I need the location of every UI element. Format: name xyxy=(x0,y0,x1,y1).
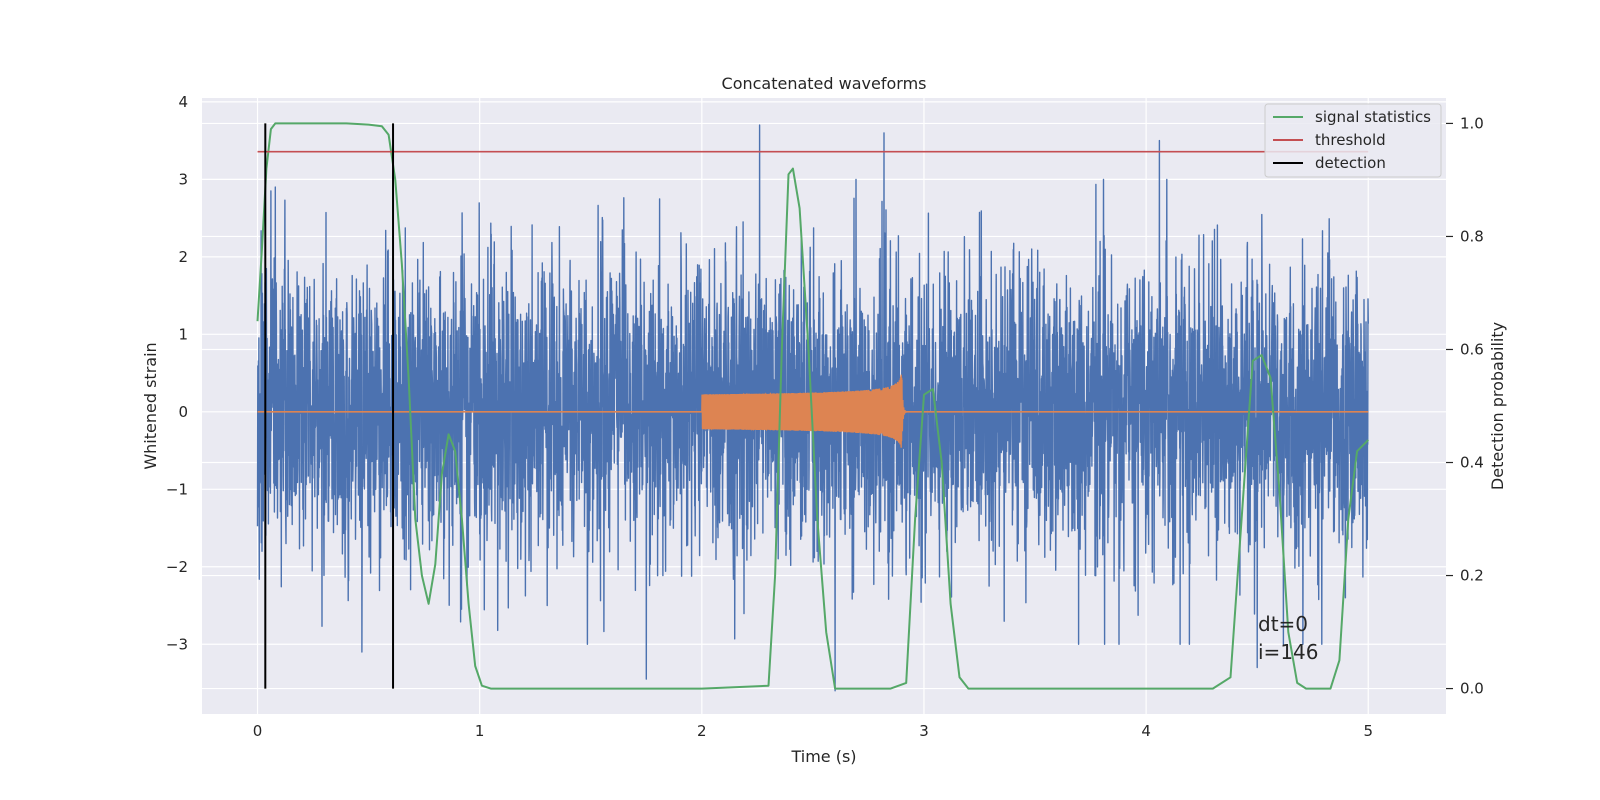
x-axis-label: Time (s) xyxy=(790,747,856,766)
y-tick-label: −2 xyxy=(166,558,188,576)
legend-label-detection: detection xyxy=(1315,154,1386,172)
y-tick-label: −3 xyxy=(166,635,188,653)
x-tick-label: 0 xyxy=(253,722,263,740)
y-tick-label: 2 xyxy=(178,248,188,266)
x-tick-label: 1 xyxy=(475,722,485,740)
y2-tick-label: 0.6 xyxy=(1460,340,1484,358)
x-tick-label: 5 xyxy=(1363,722,1373,740)
y2-tick-label: 0.8 xyxy=(1460,227,1484,245)
y2-tick-label: 1.0 xyxy=(1460,114,1484,132)
annotation-i: i=146 xyxy=(1258,640,1319,664)
series-chirp-line xyxy=(701,374,907,448)
annotation-dt: dt=0 xyxy=(1258,612,1308,636)
legend-box xyxy=(1264,103,1442,178)
series-layer xyxy=(256,122,1370,692)
y2-tick-label: 0.2 xyxy=(1460,567,1484,585)
y2-ticks: 0.0 0.2 0.4 0.6 0.8 1.0 xyxy=(1446,114,1484,698)
x-tick-label: 4 xyxy=(1141,722,1151,740)
y2-axis-label: Detection probability xyxy=(1488,322,1507,490)
x-ticks: 0 1 2 3 4 5 xyxy=(253,722,1373,740)
y-tick-label: 4 xyxy=(178,93,188,111)
y-tick-label: 3 xyxy=(178,170,188,188)
x-tick-label: 2 xyxy=(697,722,707,740)
y-ticks: −3 −2 −1 0 1 2 3 4 xyxy=(166,93,188,653)
legend: signal statistics threshold detection xyxy=(1264,103,1442,178)
y-tick-label: 1 xyxy=(178,325,188,343)
y-tick-label: −1 xyxy=(166,480,188,498)
y-tick-label: 0 xyxy=(178,403,188,421)
y2-tick-label: 0.4 xyxy=(1460,454,1484,472)
legend-label-threshold: threshold xyxy=(1315,131,1386,149)
series-strain-line xyxy=(256,124,1369,692)
legend-label-signal: signal statistics xyxy=(1315,108,1431,126)
series-signal-statistics-line xyxy=(256,122,1370,690)
x-tick-label: 3 xyxy=(919,722,929,740)
y2-tick-label: 0.0 xyxy=(1460,680,1484,698)
y-axis-label: Whitened strain xyxy=(141,342,160,469)
chart-title: Concatenated waveforms xyxy=(722,74,927,93)
